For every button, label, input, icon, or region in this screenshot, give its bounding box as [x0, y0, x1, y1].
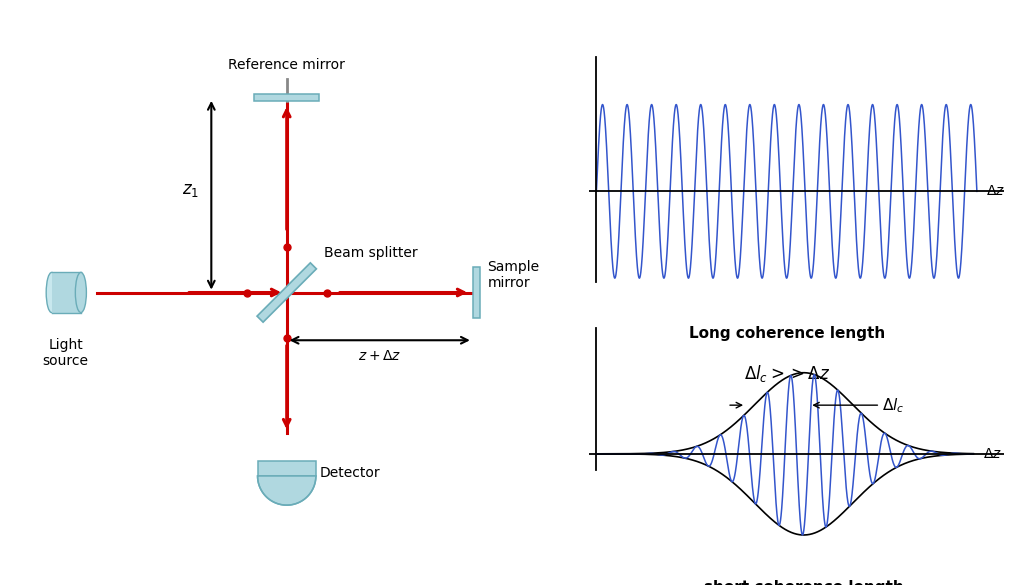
Polygon shape: [258, 476, 315, 505]
Text: $\Delta l_c >> \Delta z$: $\Delta l_c >> \Delta z$: [743, 363, 829, 384]
Text: $\Delta z$: $\Delta z$: [986, 184, 1006, 198]
Bar: [52, 273, 80, 312]
Ellipse shape: [46, 273, 57, 312]
Text: short coherence length: short coherence length: [703, 580, 903, 585]
Bar: [473, 267, 480, 318]
Bar: [258, 461, 315, 476]
Text: $z+\Delta z$: $z+\Delta z$: [358, 349, 401, 363]
Bar: [254, 94, 319, 101]
Text: Detector: Detector: [319, 466, 381, 480]
Polygon shape: [257, 263, 316, 322]
Text: $z_1$: $z_1$: [181, 181, 199, 199]
Text: Sample
mirror: Sample mirror: [487, 260, 540, 290]
Text: Beam splitter: Beam splitter: [325, 246, 418, 260]
Ellipse shape: [76, 273, 86, 312]
Text: $\Delta z$: $\Delta z$: [983, 447, 1001, 461]
Text: Light
source: Light source: [43, 338, 88, 368]
Text: Long coherence length: Long coherence length: [688, 326, 885, 341]
Text: Reference mirror: Reference mirror: [228, 58, 345, 72]
Text: $\Delta l_c$: $\Delta l_c$: [882, 396, 904, 415]
